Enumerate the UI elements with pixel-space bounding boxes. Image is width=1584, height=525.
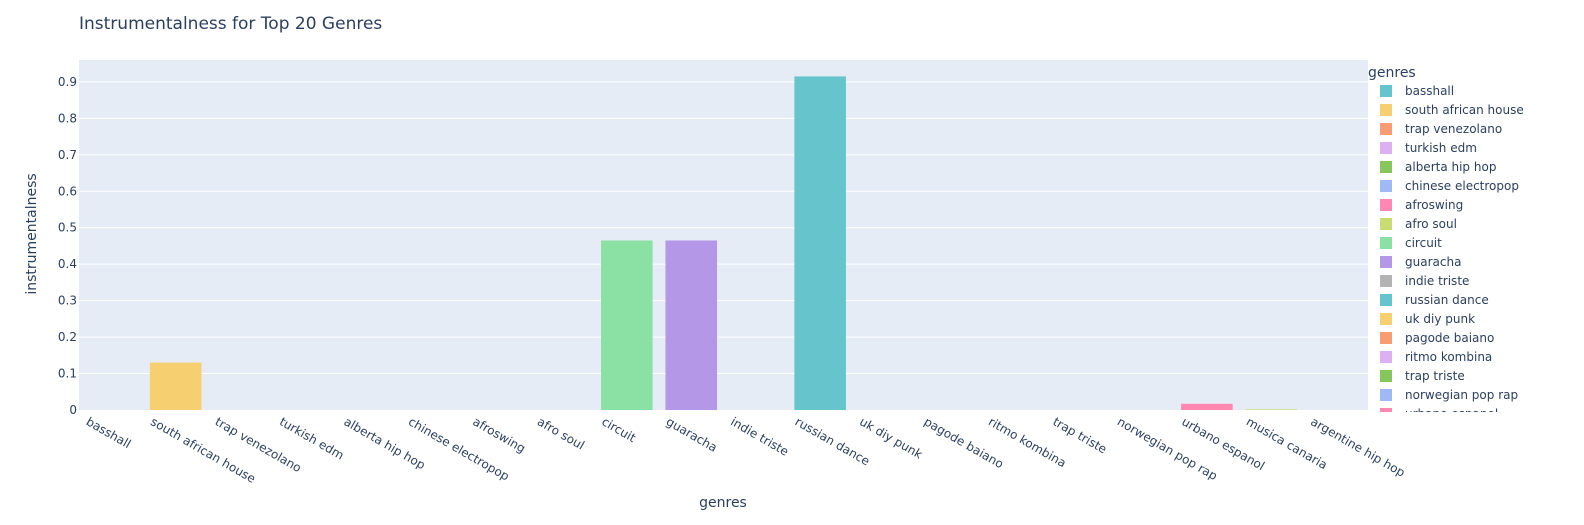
legend-item[interactable]: norwegian pop rap [1380, 388, 1518, 402]
legend-item[interactable]: russian dance [1380, 293, 1489, 307]
legend-swatch [1380, 370, 1392, 382]
legend-label: afro soul [1405, 217, 1457, 231]
legend-swatch [1380, 313, 1392, 325]
legend-item[interactable]: afroswing [1380, 198, 1463, 212]
y-tick-label: 0.6 [58, 184, 77, 198]
legend-item[interactable]: alberta hip hop [1380, 160, 1496, 174]
legend-label: afroswing [1405, 198, 1463, 212]
legend-label: uk diy punk [1405, 312, 1475, 326]
legend-swatch [1380, 294, 1392, 306]
x-tick-label: guaracha [664, 414, 720, 454]
legend-item[interactable]: uk diy punk [1380, 312, 1475, 326]
legend-item[interactable]: trap venezolano [1380, 122, 1502, 136]
y-tick-label: 0.5 [58, 221, 77, 235]
x-tick-label: south african house [148, 414, 258, 485]
legend-item[interactable]: pagode baiano [1380, 331, 1494, 345]
bar-russian-dance[interactable] [794, 76, 846, 410]
legend-swatch [1380, 104, 1392, 116]
bar-urbano-espanol[interactable] [1181, 403, 1233, 410]
y-tick-label: 0.4 [58, 257, 77, 271]
bar-musica-canaria[interactable] [1245, 409, 1298, 410]
legend-label: indie triste [1405, 274, 1469, 288]
legend-swatch [1380, 332, 1392, 344]
y-tick-label: 0.2 [58, 330, 77, 344]
legend-label: chinese electropop [1405, 179, 1519, 193]
legend-swatch [1380, 408, 1392, 412]
legend-item[interactable]: urbano espanol [1380, 407, 1498, 421]
legend-swatch [1380, 389, 1392, 401]
plot-area [79, 60, 1368, 410]
x-tick-label: circuit [599, 414, 638, 445]
bar-guaracha[interactable] [665, 240, 718, 410]
x-tick-label: basshall [84, 414, 134, 451]
y-tick-label: 0.1 [58, 367, 77, 381]
bar-south-african-house[interactable] [149, 362, 202, 410]
legend-label: circuit [1405, 236, 1442, 250]
legend-item[interactable]: circuit [1380, 236, 1442, 250]
legend-swatch [1380, 427, 1392, 439]
legend-swatch [1380, 123, 1392, 135]
legend-swatch [1380, 142, 1392, 154]
legend-item[interactable]: turkish edm [1380, 141, 1477, 155]
legend-label: russian dance [1405, 293, 1489, 307]
legend-item[interactable]: argentine hip hop [1380, 445, 1511, 459]
legend-item[interactable]: guaracha [1380, 255, 1461, 269]
x-tick-label: afro soul [535, 414, 587, 452]
x-axis-title: genres [699, 495, 747, 511]
legend-label: ritmo kombina [1405, 350, 1492, 364]
legend-label: south african house [1405, 103, 1524, 117]
legend-swatch [1380, 237, 1392, 249]
legend-label: pagode baiano [1405, 331, 1494, 345]
legend-label: basshall [1405, 84, 1454, 98]
legend-item[interactable]: trap triste [1380, 369, 1465, 383]
legend-item[interactable]: south african house [1380, 103, 1524, 117]
legend-swatch [1380, 256, 1392, 268]
legend-label: trap triste [1405, 369, 1465, 383]
y-axis-ticks: 0 0.1 0.2 0.3 0.4 0.5 0.6 0.7 0.8 0.9 [58, 75, 77, 417]
y-tick-label: 0.7 [58, 148, 77, 162]
chart-title: Instrumentalness for Top 20 Genres [79, 14, 382, 34]
bar-circuit[interactable] [601, 240, 653, 410]
legend-label: norwegian pop rap [1405, 388, 1518, 402]
legend-swatch [1380, 199, 1392, 211]
gridlines [79, 81, 1368, 375]
legend-label: guaracha [1405, 255, 1461, 269]
legend-swatch [1380, 218, 1392, 230]
bars [149, 76, 1298, 410]
legend-item[interactable]: afro soul [1380, 217, 1457, 231]
legend-title: genres [1368, 65, 1416, 81]
legend-label: trap venezolano [1405, 122, 1502, 136]
x-tick-label: indie triste [728, 414, 791, 458]
legend-swatch [1380, 351, 1392, 363]
x-tick-label: afroswing [470, 414, 527, 455]
legend-item[interactable]: chinese electropop [1380, 179, 1519, 193]
legend-label: musica canaria [1405, 426, 1496, 440]
legend-label: alberta hip hop [1405, 160, 1496, 174]
legend-swatch [1380, 161, 1392, 173]
legend-item[interactable]: indie triste [1380, 274, 1469, 288]
legend-label: argentine hip hop [1405, 445, 1511, 459]
legend-swatch [1380, 180, 1392, 192]
legend-item[interactable]: basshall [1380, 84, 1454, 98]
y-tick-label: 0.9 [58, 75, 77, 89]
legend-swatch [1380, 85, 1392, 97]
y-tick-label: 0 [69, 403, 77, 417]
y-axis-title: instrumentalness [24, 173, 40, 294]
y-tick-label: 0.8 [58, 111, 77, 125]
legend[interactable]: genres basshall south african house trap v… [1368, 65, 1524, 459]
legend-item[interactable]: musica canaria [1380, 426, 1496, 440]
legend-swatch [1380, 275, 1392, 287]
legend-item[interactable]: ritmo kombina [1380, 350, 1492, 364]
legend-label: urbano espanol [1405, 407, 1498, 421]
y-tick-label: 0.3 [58, 294, 77, 308]
legend-label: turkish edm [1405, 141, 1477, 155]
x-tick-label: trap triste [1050, 414, 1109, 456]
